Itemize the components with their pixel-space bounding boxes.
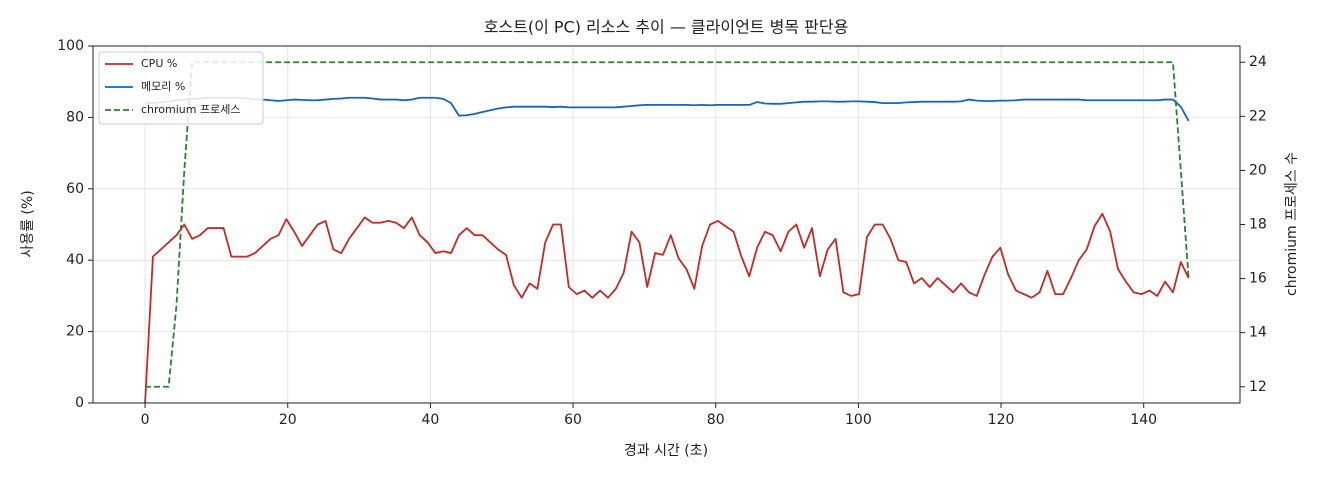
x-tick-label: 140 <box>1130 412 1157 428</box>
legend-label: 메모리 % <box>141 80 185 93</box>
y-tick-label: 40 <box>66 252 84 268</box>
y2-tick-label: 24 <box>1249 54 1267 70</box>
y2-axis-label: chromium 프로세스 수 <box>1284 152 1300 296</box>
legend-label: chromium 프로세스 <box>141 103 240 116</box>
x-tick-label: 0 <box>141 412 150 428</box>
y-tick-label: 100 <box>57 38 84 54</box>
y2-tick-label: 20 <box>1249 162 1267 178</box>
y2-tick-label: 16 <box>1249 271 1267 287</box>
y-tick-label: 0 <box>75 395 84 411</box>
y2-tick-label: 12 <box>1249 379 1267 395</box>
series-line <box>145 61 1190 388</box>
x-tick-label: 20 <box>279 412 297 428</box>
y-tick-label: 60 <box>66 181 84 197</box>
x-tick-label: 100 <box>845 412 872 428</box>
y-axis-label: 사용률 (%) <box>20 190 36 257</box>
y-tick-label: 80 <box>66 109 84 125</box>
y-tick-label: 20 <box>66 324 84 340</box>
x-axis-label: 경과 시간 (초) <box>624 443 708 459</box>
legend-box <box>98 51 264 125</box>
chart-title: 호스트(이 PC) 리소스 추이 — 클라이언트 병목 판단용 <box>484 18 849 37</box>
y2-tick-label: 18 <box>1249 217 1267 233</box>
plot-frame <box>92 45 1241 404</box>
x-tick-label: 120 <box>988 412 1015 428</box>
x-tick-label: 40 <box>421 412 439 428</box>
legend-label: CPU % <box>141 57 177 70</box>
x-tick-label: 80 <box>707 412 725 428</box>
x-tick-label: 60 <box>564 412 582 428</box>
y2-tick-label: 14 <box>1249 325 1267 341</box>
y2-tick-label: 22 <box>1249 108 1267 124</box>
series-line <box>144 212 1190 404</box>
series-line <box>145 96 1190 122</box>
